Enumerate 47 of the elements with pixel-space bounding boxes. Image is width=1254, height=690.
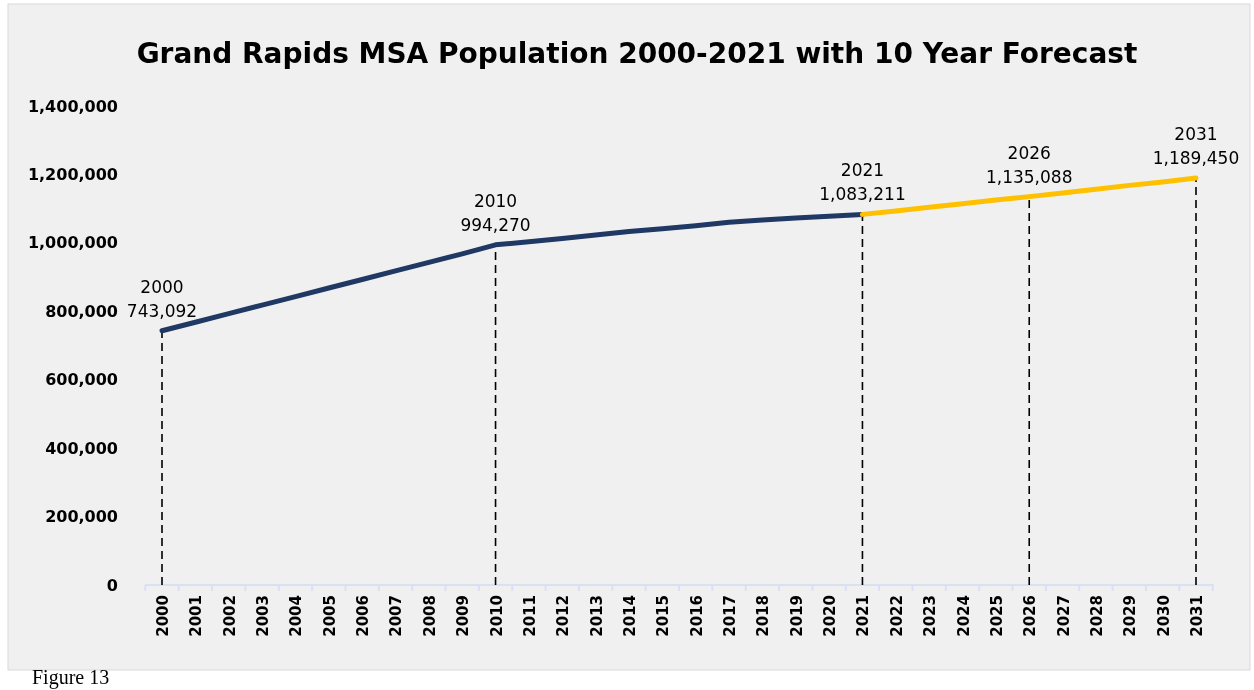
x-tick-label: 2005 (320, 595, 339, 637)
x-tick-label: 2017 (721, 595, 740, 637)
x-tick-label: 2020 (821, 595, 840, 637)
x-tick-label: 2028 (1087, 595, 1106, 637)
x-tick-label: 2031 (1188, 595, 1206, 637)
data-label: 2026 1,135,088 (985, 142, 1073, 187)
y-tick-label: 600,000 (45, 370, 118, 390)
chart-title: Grand Rapids MSA Population 2000-2021 with 10 Year Forecast (136, 37, 1138, 70)
data-label: 2031 1,189,450 (1152, 124, 1240, 169)
x-tick-label: 2006 (354, 595, 373, 637)
x-tick-label: 2010 (487, 595, 506, 637)
x-tick-label: 2029 (1121, 595, 1140, 637)
x-tick-label: 2008 (420, 595, 439, 637)
x-tick-label: 2012 (554, 595, 573, 637)
y-tick-label: 1,000,000 (27, 233, 118, 253)
x-tick-label: 2003 (254, 595, 273, 637)
x-tick-label: 2019 (787, 595, 806, 637)
y-tick-label: 200,000 (45, 507, 118, 527)
data-label: 2021 1,083,211 (819, 160, 906, 205)
x-tick-label: 2030 (1154, 595, 1173, 637)
x-tick-label: 2014 (620, 595, 639, 637)
x-tick-label: 2009 (454, 595, 473, 637)
x-tick-label: 2023 (921, 595, 940, 637)
x-tick-label: 2011 (520, 595, 539, 637)
x-tick-label: 2016 (687, 595, 706, 637)
x-tick-label: 2025 (987, 595, 1006, 637)
x-tick-label: 2024 (954, 595, 973, 637)
x-tick-label: 2022 (887, 595, 906, 637)
x-tick-label: 2018 (754, 595, 773, 637)
x-tick-label: 2007 (387, 595, 406, 637)
x-tick-label: 2027 (1054, 595, 1073, 637)
x-tick-label: 2021 (854, 595, 873, 637)
data-label: 2010 994,270 (460, 190, 531, 235)
y-tick-label: 1,400,000 (27, 96, 118, 116)
x-tick-label: 2000 (154, 595, 172, 637)
y-tick-label: 0 (106, 575, 118, 595)
x-tick-label: 2002 (220, 595, 239, 637)
x-tick-label: 2013 (587, 595, 606, 637)
y-tick-label: 800,000 (45, 301, 118, 321)
caption: Figure 13 (32, 666, 110, 689)
x-tick-label: 2001 (187, 595, 206, 637)
data-label: 2000 743,092 (126, 276, 198, 321)
x-tick-label: 2026 (1021, 595, 1040, 637)
x-tick-label: 2015 (654, 595, 673, 637)
x-tick-label: 2004 (287, 595, 306, 637)
y-tick-label: 400,000 (45, 438, 118, 458)
y-tick-label: 1,200,000 (27, 165, 118, 185)
